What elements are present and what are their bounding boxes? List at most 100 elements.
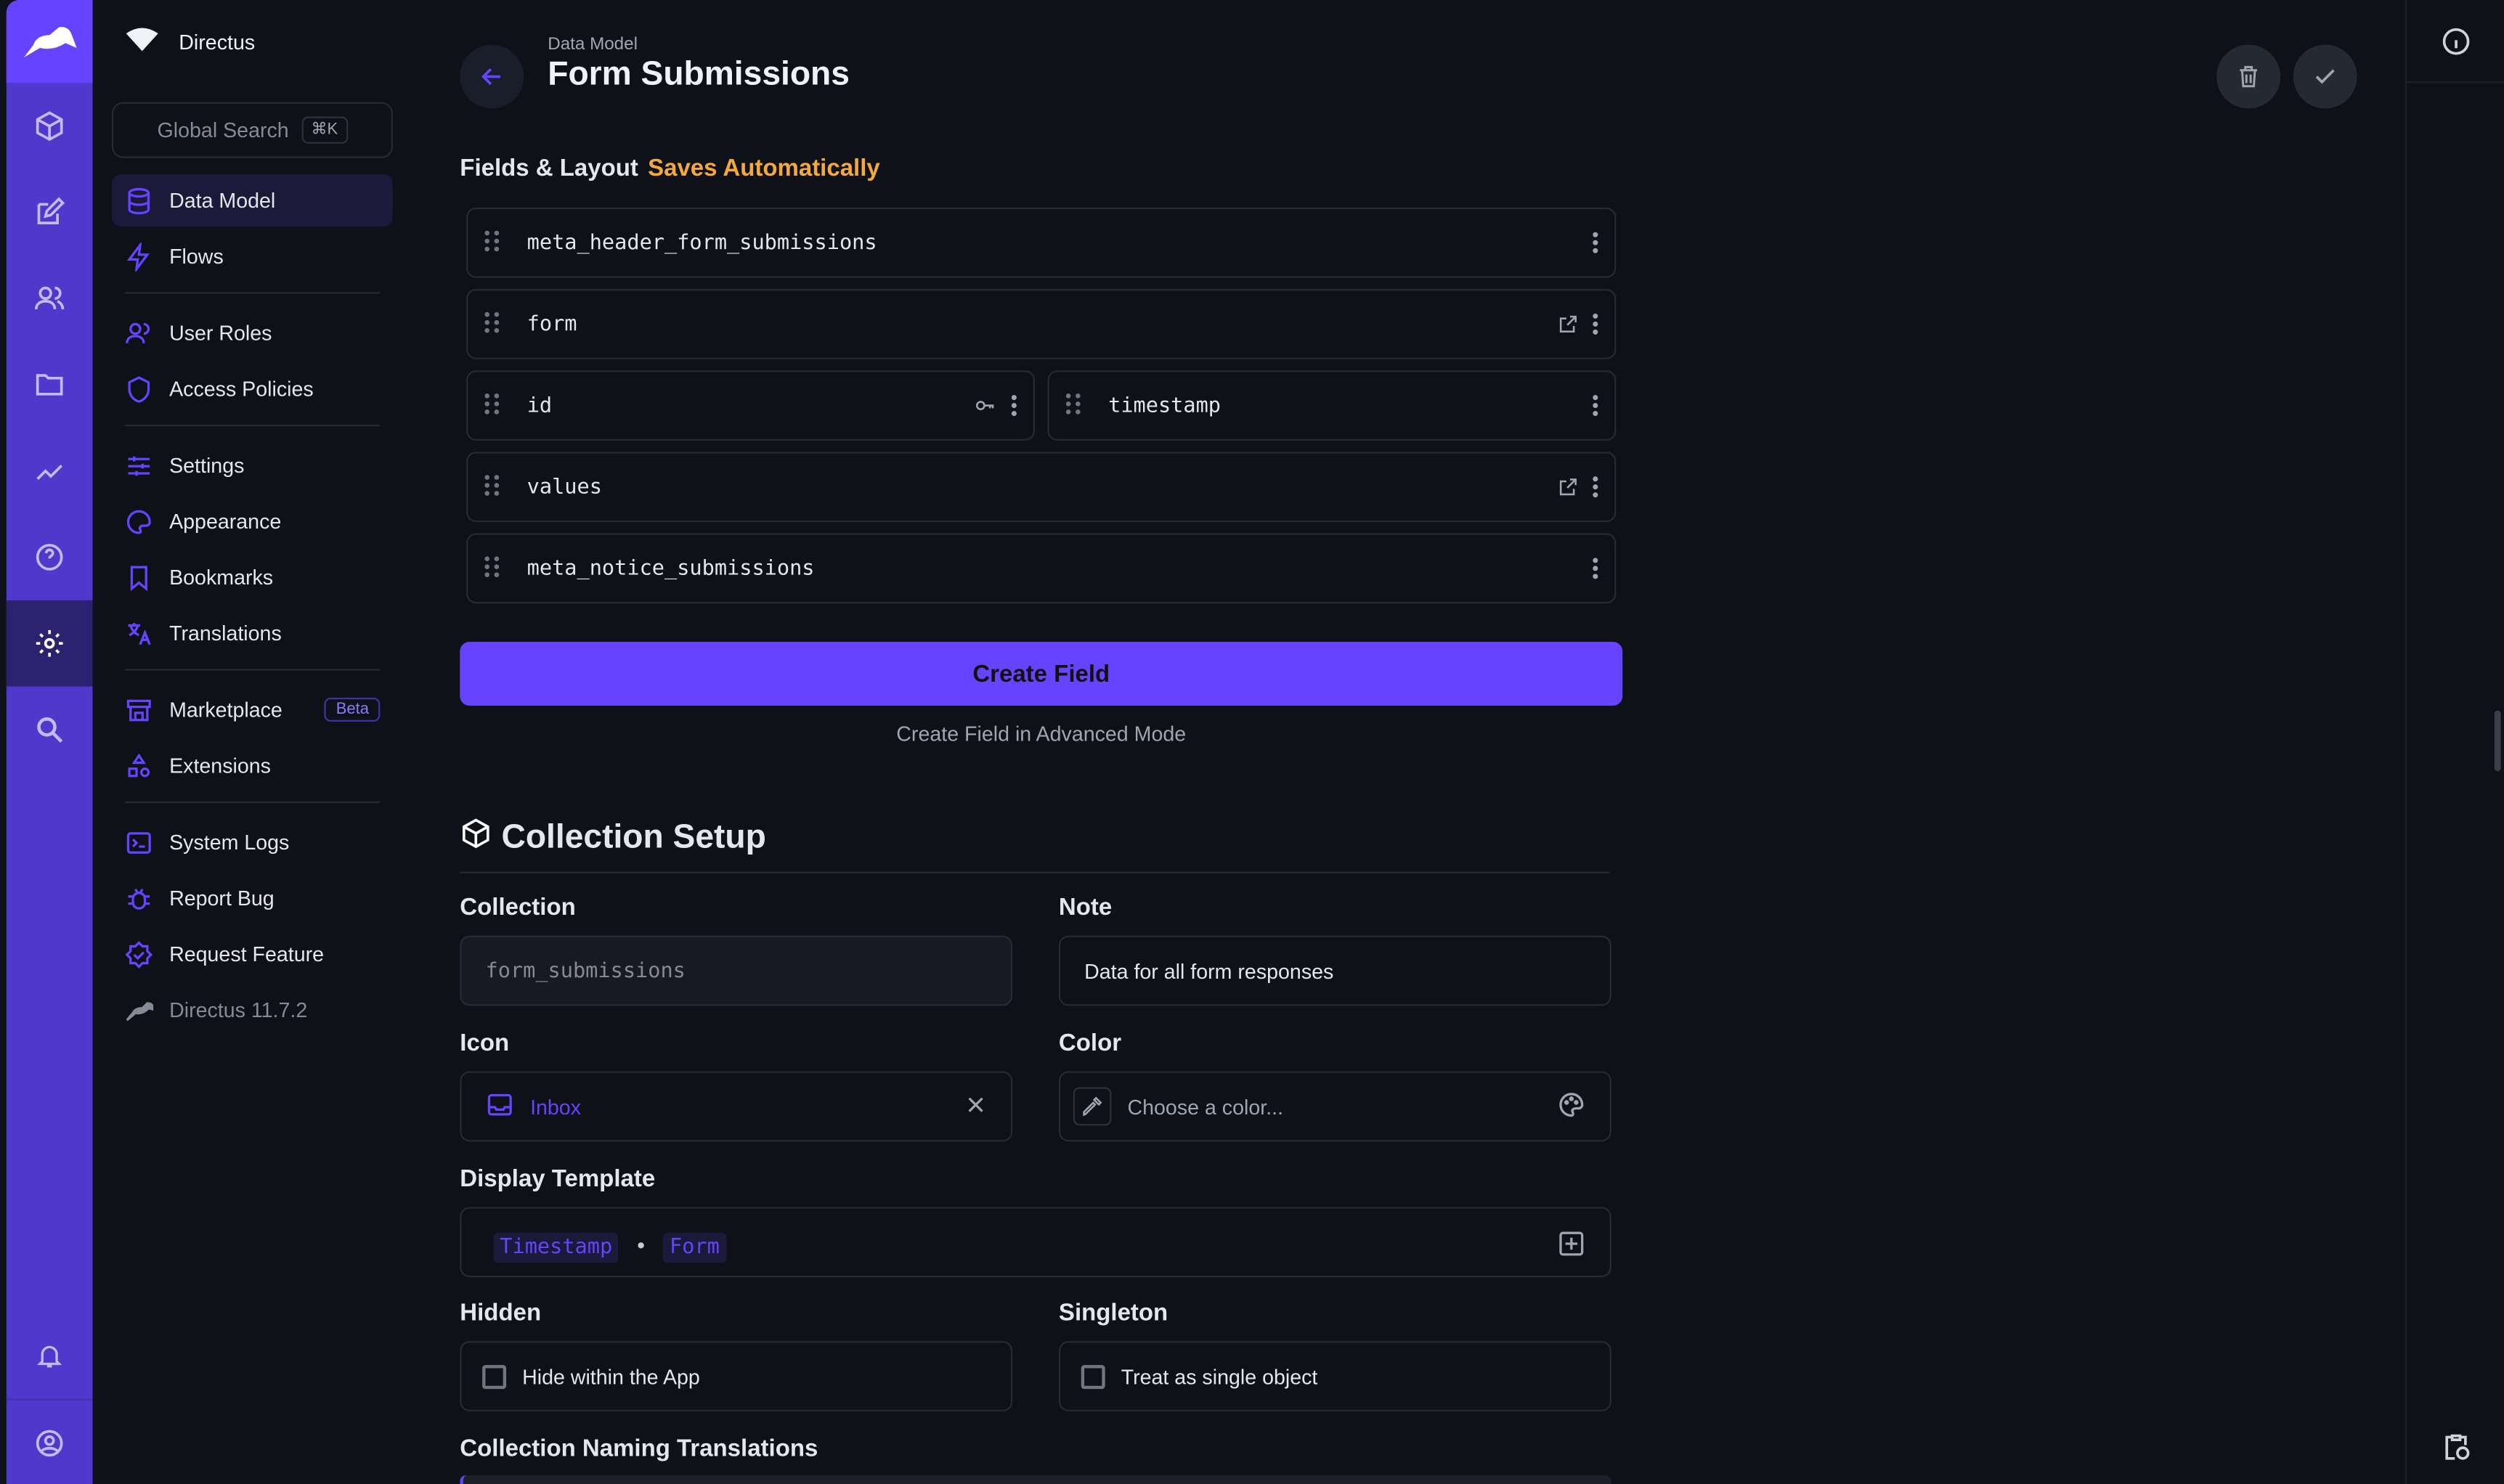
- field-row[interactable]: values: [466, 452, 1617, 523]
- more-options-icon[interactable]: [1592, 476, 1598, 498]
- files-module-icon[interactable]: [7, 342, 93, 428]
- field-row[interactable]: id: [466, 370, 1035, 441]
- clipboard-history-icon[interactable]: [2407, 1430, 2504, 1462]
- sidebar-right: [2405, 0, 2504, 1484]
- nav-item-flows[interactable]: Flows: [112, 230, 393, 283]
- translate-icon: [125, 619, 154, 648]
- nav-item-label: User Roles: [169, 320, 272, 345]
- template-tag: Form: [663, 1231, 726, 1263]
- nav-item-request-feature[interactable]: Request Feature: [112, 928, 393, 981]
- hidden-option-label: Hide within the App: [522, 1364, 700, 1389]
- more-options-icon[interactable]: [1011, 394, 1017, 417]
- edit-module-icon[interactable]: [7, 169, 93, 256]
- more-options-icon[interactable]: [1592, 232, 1598, 254]
- save-button[interactable]: [2293, 44, 2357, 109]
- icon-select[interactable]: Inbox: [460, 1071, 1013, 1142]
- main-content: Data Model Form Submissions Fields & Lay…: [412, 0, 2405, 1484]
- extensions-icon: [125, 751, 154, 780]
- icon-label: Icon: [460, 1030, 510, 1057]
- settings-module-icon[interactable]: [6, 600, 93, 687]
- singleton-checkbox[interactable]: Treat as single object: [1058, 1341, 1611, 1411]
- bug-icon: [125, 884, 154, 913]
- field-row[interactable]: timestamp: [1047, 370, 1617, 441]
- nav-item-label: Translations: [169, 621, 282, 645]
- color-input[interactable]: Choose a color...: [1058, 1071, 1611, 1142]
- help-icon[interactable]: [7, 514, 93, 600]
- open-link-icon[interactable]: [1557, 476, 1580, 498]
- display-template-label: Display Template: [460, 1165, 656, 1193]
- search-shortcut: ⌘K: [301, 116, 348, 144]
- field-name: meta_header_form_submissions: [527, 230, 877, 255]
- nav-item-label: Directus 11.7.2: [169, 998, 308, 1022]
- notifications-bell-icon[interactable]: [7, 1313, 93, 1399]
- nav-item-appearance[interactable]: Appearance: [112, 495, 393, 548]
- drag-handle-icon[interactable]: [484, 473, 513, 500]
- nav-item-system-logs[interactable]: System Logs: [112, 816, 393, 869]
- nav-item-label: Bookmarks: [169, 565, 274, 590]
- nav-item-user-roles[interactable]: User Roles: [112, 306, 393, 359]
- breadcrumb[interactable]: Data Model: [548, 35, 638, 54]
- inbox-icon: [485, 1090, 514, 1123]
- translations-label: Collection Naming Translations: [460, 1435, 818, 1463]
- user-avatar-icon[interactable]: [6, 1398, 93, 1484]
- back-button[interactable]: [460, 44, 524, 109]
- palette-icon: [125, 507, 154, 536]
- display-template-input[interactable]: Timestamp • Form: [460, 1207, 1611, 1278]
- collection-input: form_submissions: [460, 935, 1013, 1006]
- directus-logo[interactable]: [6, 0, 93, 83]
- content-module-icon[interactable]: [7, 83, 93, 169]
- nav-item-marketplace[interactable]: Marketplace Beta: [112, 683, 393, 736]
- add-field-icon[interactable]: [1557, 1229, 1586, 1264]
- nav-item-label: Marketplace: [169, 697, 282, 722]
- note-input[interactable]: Data for all form responses: [1058, 935, 1611, 1006]
- drag-handle-icon[interactable]: [484, 392, 513, 419]
- nav-item-directus-11-7-2[interactable]: Directus 11.7.2: [112, 984, 393, 1037]
- scrollbar[interactable]: [2494, 710, 2501, 772]
- field-row[interactable]: meta_notice_submissions: [466, 533, 1617, 604]
- store-icon: [125, 696, 154, 725]
- checkbox-icon: [1081, 1364, 1105, 1389]
- nav-item-data-model[interactable]: Data Model: [111, 174, 393, 227]
- create-field-button[interactable]: Create Field: [460, 641, 1623, 706]
- drag-handle-icon[interactable]: [1065, 392, 1094, 419]
- palette-icon: [1557, 1090, 1586, 1123]
- note-label: Note: [1058, 894, 1113, 921]
- nav-item-access-policies[interactable]: Access Policies: [112, 362, 393, 415]
- nav-item-label: Report Bug: [169, 886, 275, 910]
- info-icon[interactable]: [2406, 0, 2504, 83]
- more-options-icon[interactable]: [1592, 313, 1598, 335]
- autosave-status: Saves Automatically: [648, 155, 880, 182]
- drag-handle-icon[interactable]: [484, 311, 513, 338]
- drag-handle-icon[interactable]: [484, 229, 513, 256]
- translations-list[interactable]: [460, 1475, 1611, 1484]
- field-name: form: [527, 311, 577, 336]
- hidden-checkbox[interactable]: Hide within the App: [460, 1341, 1013, 1411]
- more-options-icon[interactable]: [1592, 394, 1598, 417]
- database-icon: [125, 186, 154, 215]
- nav-item-report-bug[interactable]: Report Bug: [112, 872, 393, 925]
- rabbit-icon: [125, 995, 154, 1024]
- insights-module-icon[interactable]: [7, 428, 93, 514]
- global-search-button[interactable]: Global Search ⌘K: [111, 102, 393, 158]
- field-row[interactable]: meta_header_form_submissions: [466, 207, 1617, 278]
- field-row[interactable]: form: [466, 289, 1617, 359]
- clear-icon[interactable]: [964, 1093, 987, 1120]
- project-logo-icon: [125, 26, 160, 57]
- nav-item-translations[interactable]: Translations: [112, 607, 393, 660]
- icon-value: Inbox: [530, 1094, 582, 1119]
- verified-icon: [125, 939, 154, 969]
- singleton-option-label: Treat as single object: [1121, 1364, 1318, 1389]
- open-link-icon[interactable]: [1557, 313, 1580, 335]
- more-options-icon[interactable]: [1592, 557, 1598, 579]
- drag-handle-icon[interactable]: [484, 555, 513, 582]
- search-icon[interactable]: [7, 687, 93, 773]
- field-name: id: [527, 394, 553, 418]
- nav-item-bookmarks[interactable]: Bookmarks: [112, 551, 393, 604]
- nav-item-settings[interactable]: Settings: [112, 439, 393, 492]
- create-field-advanced-link[interactable]: Create Field in Advanced Mode: [896, 721, 1187, 746]
- eyedropper-icon: [1073, 1087, 1112, 1126]
- users-module-icon[interactable]: [7, 256, 93, 342]
- nav-item-label: Extensions: [169, 753, 271, 778]
- nav-item-extensions[interactable]: Extensions: [112, 739, 393, 792]
- delete-button[interactable]: [2216, 44, 2281, 109]
